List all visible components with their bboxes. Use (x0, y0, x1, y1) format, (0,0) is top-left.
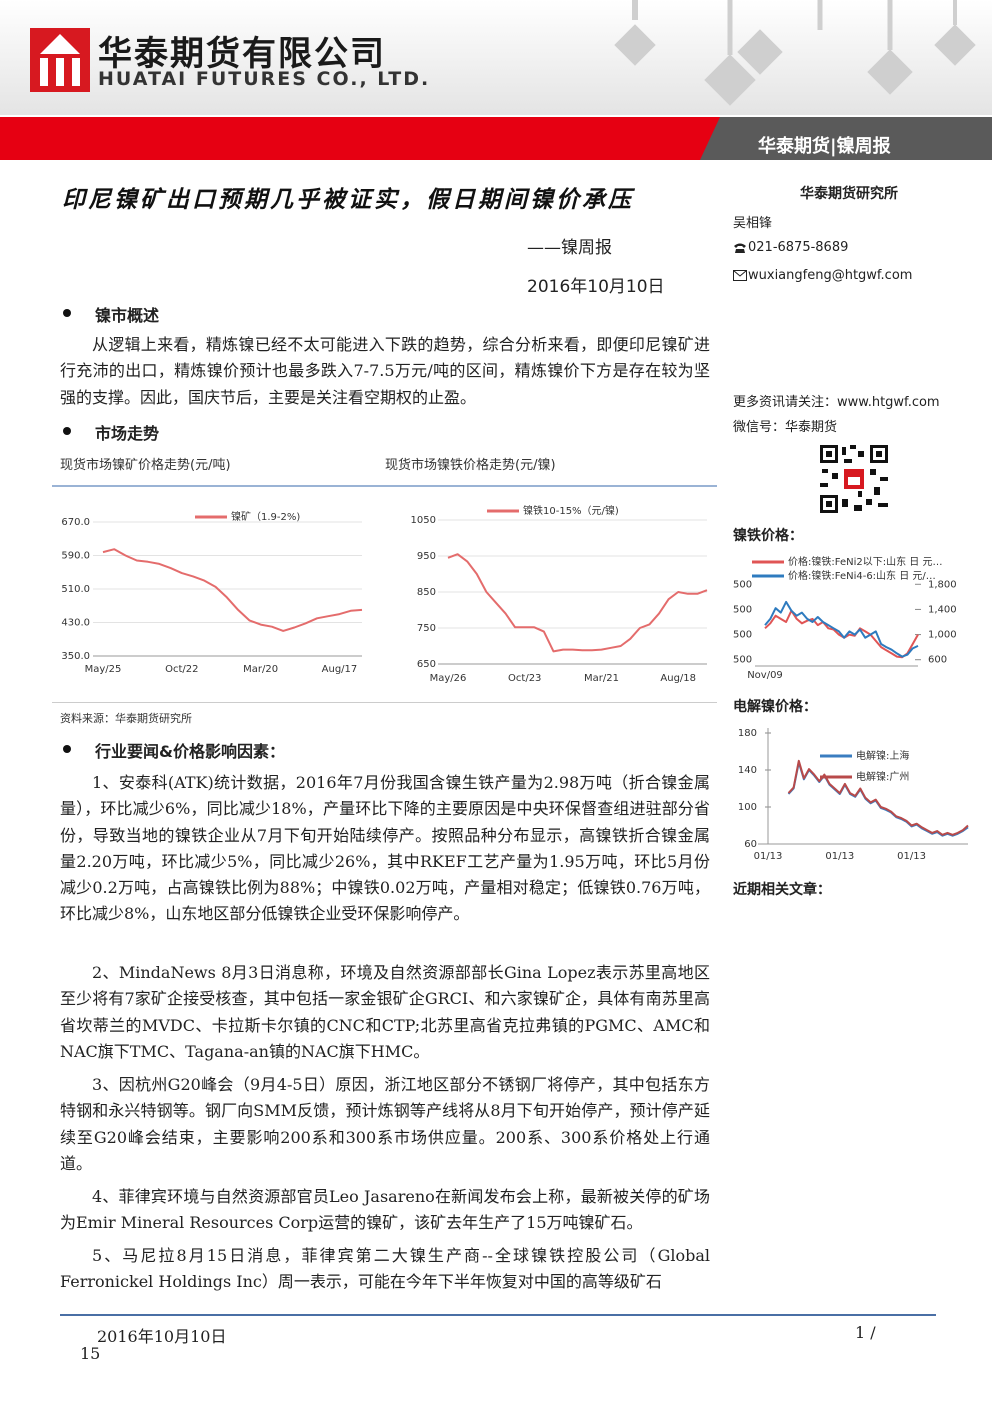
legend-label: 电解镍:上海 (856, 749, 909, 762)
paragraph: 从逻辑上来看，精炼镍已经不太可能进入下跌的趋势，综合分析来看，即便印尼镍矿进行充… (60, 335, 710, 407)
x-tick-label: Oct/22 (165, 664, 198, 675)
y-tick-label: 950 (417, 551, 436, 562)
paragraph: 2、MindaNews 8月3日消息称，环境及自然资源部部长Gina Lopez… (60, 963, 710, 1061)
legend-label: 电解镍:广州 (856, 770, 909, 783)
x-tick-label: Oct/23 (508, 673, 541, 684)
company-en: HUATAI FUTURES CO., LTD. (98, 68, 431, 90)
footer-rule (60, 1314, 936, 1316)
bullet (63, 427, 71, 435)
x-tick-label: Aug/17 (322, 664, 358, 675)
chart: 650 750 850 950 1050 May/26 Oct/23 Mar/21 Aug/18… (380, 487, 717, 696)
related-articles: 近期相关文章： (733, 882, 831, 898)
report-tag: 华泰期货|镍周报 (758, 136, 891, 157)
y-tick-label: 1,400 (928, 604, 957, 615)
section-heading: 市场走势 (95, 424, 160, 443)
qr-code (818, 443, 890, 515)
page-number: 1 / (855, 1323, 876, 1342)
institute: 华泰期货研究所 (800, 186, 898, 202)
chart: 600 1,000 1,400 1,800 500 500 500 500 Nov/09 价格:镍… (733, 548, 992, 687)
chart-title: 电解镍价格： (733, 699, 817, 715)
line-series (764, 609, 919, 659)
paragraph: 1、安泰科(ATK)统计数据，2016年7月份我国含镍生铁产量为2.98万吨（折… (60, 773, 710, 924)
legend-label: 价格:镍铁:FeNi2以下:山东 日 元… (788, 555, 942, 568)
more-info: 更多资讯请关注：www.htgwf.com (733, 395, 940, 410)
legend-label: 镍铁10-15%（元/镍) (523, 504, 619, 517)
company-cn: 华泰期货有限公司 (98, 34, 386, 74)
x-tick-label: May/26 (430, 673, 467, 684)
chart: 60 100 140 180 01/13 01/13 01/13 电解镍:上海 电解镍:广州 (733, 722, 992, 876)
y-tick-label: 180 (738, 728, 757, 739)
line-series (102, 548, 363, 632)
y-tick-label: 850 (417, 587, 436, 598)
email-icon (733, 270, 747, 281)
chart-rule (52, 702, 717, 703)
y-tick-label: 350.0 (61, 651, 90, 662)
legend-label: 镍矿（1.9-2%) (231, 510, 300, 523)
chart-plot: 650 750 850 950 1050 May/26 Oct/23 Mar/21 Aug/18… (411, 504, 708, 684)
email: wuxiangfeng@htgwf.com (748, 268, 913, 283)
y-tick-label: 430.0 (61, 618, 90, 629)
chart-title: 现货市场镍矿价格走势(元/吨) (60, 458, 231, 473)
y-tick-label: 60 (744, 839, 757, 850)
x-tick-label: 01/13 (897, 851, 926, 862)
chart-title: 镍铁价格： (733, 528, 803, 544)
paragraph: 4、菲律宾环境与自然资源部官员Leo Jasareno在新闻发布会上称，最新被关… (60, 1187, 710, 1233)
footer-date: 2016年10月10日 (97, 1327, 227, 1346)
y-tick-label: 650 (417, 659, 436, 670)
y-tick-label: 500 (733, 630, 752, 641)
x-tick-label: Aug/18 (660, 673, 696, 684)
section-heading: 镍市概述 (95, 306, 160, 325)
y-tick-label: 590.0 (61, 551, 90, 562)
logo (30, 28, 90, 92)
y-tick-label: 100 (738, 802, 757, 813)
chart-title: 现货市场镍铁价格走势(元/镍) (385, 458, 556, 473)
y-tick-label: 600 (928, 655, 947, 666)
y-tick-label: 140 (738, 765, 757, 776)
line-series (787, 759, 969, 836)
y-tick-label: 510.0 (61, 584, 90, 595)
x-tick-label: Mar/21 (584, 673, 619, 684)
chart-plot: 600 1,000 1,400 1,800 500 500 500 500 Nov/09 价格:镍… (733, 555, 957, 681)
header-decoration (614, 0, 976, 106)
wechat: 微信号：华泰期货 (733, 420, 838, 435)
page-total: 15 (80, 1344, 101, 1363)
analyst: 吴相锋 (733, 216, 773, 231)
section-heading: 行业要闻&价格影响因素： (95, 742, 285, 761)
legend-label: 价格:镍铁:FeNi4-6:山东 日 元/… (788, 569, 936, 582)
line-series (447, 553, 708, 653)
bullet (63, 309, 71, 317)
x-tick-label: Mar/20 (243, 664, 278, 675)
bullet (63, 745, 71, 753)
source-note: 资料来源：华泰期货研究所 (60, 712, 192, 725)
y-tick-label: 1050 (411, 515, 436, 526)
chart-rule (52, 485, 717, 487)
paragraph: 3、因杭州G20峰会（9月4-5日）原因，浙江地区部分不锈钢厂将停产，其中包括东… (60, 1075, 710, 1173)
y-tick-label: 1,800 (928, 579, 957, 590)
x-tick-label: 01/13 (825, 851, 854, 862)
y-tick-label: 500 (733, 579, 752, 590)
y-tick-label: 500 (733, 604, 752, 615)
phone: 021-6875-8689 (748, 240, 849, 255)
y-tick-label: 750 (417, 623, 436, 634)
header-band (0, 0, 992, 115)
paragraph: 5、马尼拉8月15日消息，菲律宾第二大镍生产商--全球镍铁控股公司（Global… (60, 1246, 710, 1292)
chart-plot: 350.0 430.0 510.0 590.0 670.0 May/25 Oct/22 Mar… (61, 510, 363, 675)
report-date: 2016年10月10日 (527, 277, 665, 297)
y-tick-label: 500 (733, 655, 752, 666)
y-tick-label: 670.0 (61, 517, 90, 528)
tag-band (700, 117, 992, 160)
y-tick-label: 1,000 (928, 630, 957, 641)
x-tick-label: May/25 (85, 664, 122, 675)
x-tick-label: Nov/09 (747, 670, 783, 681)
report-title: 印尼镍矿出口预期几乎被证实，假日期间镍价承压 (62, 186, 634, 213)
phone-icon (734, 243, 746, 253)
line-series (764, 600, 919, 658)
series-name: ——镍周报 (527, 238, 612, 258)
x-tick-label: 01/13 (754, 851, 783, 862)
chart: 350.0 430.0 510.0 590.0 670.0 May/25 Oct/22 Mar… (52, 487, 372, 696)
